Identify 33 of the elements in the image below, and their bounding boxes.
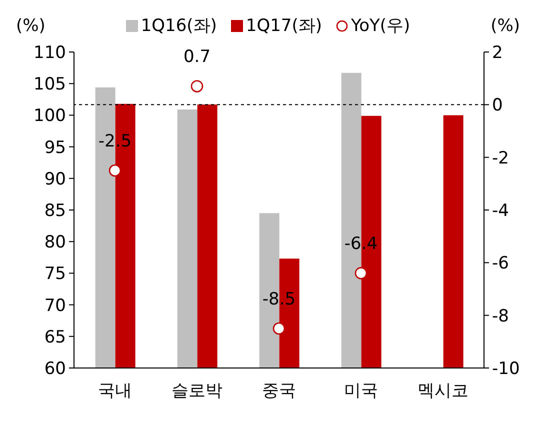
y2-axis-title: (%)	[490, 16, 520, 36]
y-axis-title: (%)	[16, 16, 46, 36]
legend-label: 1Q16(좌)	[140, 15, 217, 37]
point	[190, 80, 204, 92]
x-tick-label: 중국	[262, 381, 296, 402]
y2-tick-label: -6	[492, 254, 509, 274]
y2-tick-label: -2	[492, 148, 509, 168]
point	[108, 164, 122, 177]
y2-tick-label: 2	[492, 43, 503, 64]
y-tick-label: 65	[44, 327, 66, 348]
legend-label: 1Q17(좌)	[246, 15, 322, 37]
y-tick-label: 110	[34, 43, 66, 64]
y-tick-label: 80	[44, 232, 66, 253]
y-tick-label: 70	[44, 296, 66, 316]
x-tick-label: 슬로박	[172, 381, 222, 402]
y-tick-label: 90	[44, 169, 66, 190]
y2-tick-label: -4	[492, 201, 509, 222]
y2-tick-label: -10	[492, 359, 520, 380]
y2-tick-label: 0	[492, 96, 503, 116]
x-tick-label: 국내	[98, 381, 132, 402]
y-tick-label: 75	[44, 264, 66, 284]
y-tick-label: 105	[34, 74, 66, 95]
x-tick-label: 멕시코	[418, 381, 468, 402]
legend-label: YoY(우)	[351, 15, 410, 37]
y-tick-label: 95	[44, 138, 66, 158]
point	[354, 267, 368, 280]
y-tick-label: 85	[44, 201, 66, 222]
data-label: 0.7	[183, 47, 211, 68]
y-tick-label: 100	[34, 106, 66, 126]
y2-tick-label: -8	[492, 306, 509, 326]
point	[272, 322, 286, 335]
y-tick-label: 60	[44, 359, 66, 380]
x-tick-label: 미국	[344, 381, 378, 402]
